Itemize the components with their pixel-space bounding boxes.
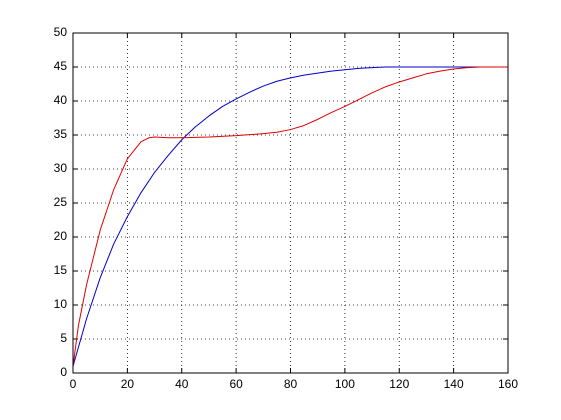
x-tick-label: 40 (175, 377, 189, 391)
y-tick-label: 0 (60, 365, 67, 379)
y-tick-label: 50 (54, 25, 68, 39)
x-tick-label: 100 (335, 377, 355, 391)
x-tick-label: 0 (70, 377, 77, 391)
y-tick-label: 5 (60, 331, 67, 345)
x-tick-label: 120 (389, 377, 409, 391)
x-tick-label: 160 (498, 377, 518, 391)
data-line (72, 66, 508, 367)
y-tick-label: 25 (54, 195, 68, 209)
x-tick-label: 140 (444, 377, 464, 391)
y-tick-label: 45 (54, 59, 68, 73)
y-tick-label: 20 (54, 229, 68, 243)
x-tick-label: 60 (229, 377, 243, 391)
y-tick-label: 10 (54, 297, 68, 311)
y-tick-label: 15 (54, 263, 68, 277)
data-line (72, 66, 508, 367)
y-tick-label: 30 (54, 161, 68, 175)
y-tick-label: 40 (54, 93, 68, 107)
axes-box (72, 32, 509, 374)
x-tick-label: 20 (121, 377, 135, 391)
y-tick-label: 35 (54, 127, 68, 141)
x-tick-label: 80 (284, 377, 298, 391)
